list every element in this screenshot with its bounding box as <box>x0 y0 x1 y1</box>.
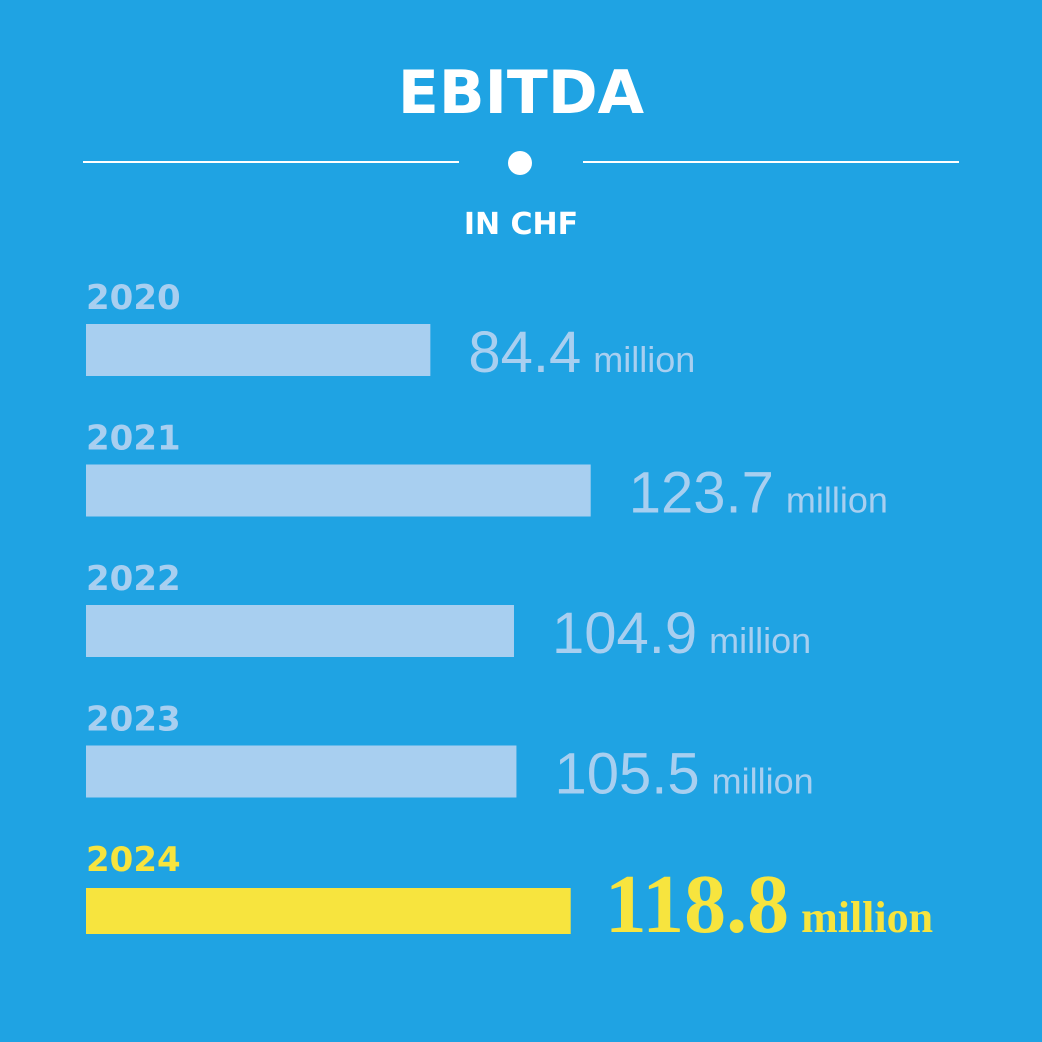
value-number-2024: 118.8 <box>605 858 789 951</box>
year-label-2021: 2021 <box>86 419 181 459</box>
title-divider-left <box>83 161 459 163</box>
value-unit-2021: million <box>786 480 888 521</box>
year-label-2022: 2022 <box>86 559 181 599</box>
value-label-2024: 118.8 million <box>605 858 933 951</box>
value-number-2022: 104.9 <box>552 601 697 666</box>
value-unit-2023: million <box>712 761 814 802</box>
value-unit-2020: million <box>593 339 695 380</box>
value-number-2020: 84.4 <box>468 320 581 385</box>
title-divider-dot <box>508 151 532 175</box>
year-label-2020: 2020 <box>86 278 181 318</box>
value-number-2021: 123.7 <box>629 461 774 526</box>
chart-title: EBITDA <box>397 58 645 128</box>
value-unit-2024: million <box>801 893 933 942</box>
bar-2021 <box>86 464 591 517</box>
value-number-2023: 105.5 <box>554 742 699 807</box>
chart-subtitle: IN CHF <box>463 207 579 242</box>
year-label-2024: 2024 <box>86 840 181 880</box>
value-label-2023: 105.5 million <box>554 742 813 807</box>
bar-2024 <box>86 888 571 934</box>
bar-2023 <box>86 745 517 798</box>
value-label-2021: 123.7 million <box>629 461 888 526</box>
bar-2022 <box>86 605 514 657</box>
value-unit-2022: million <box>709 620 811 661</box>
year-label-2023: 2023 <box>86 700 181 740</box>
value-label-2022: 104.9 million <box>552 601 811 666</box>
bar-2020 <box>86 324 431 376</box>
value-label-2020: 84.4 million <box>468 320 695 385</box>
title-divider-right <box>583 161 959 163</box>
